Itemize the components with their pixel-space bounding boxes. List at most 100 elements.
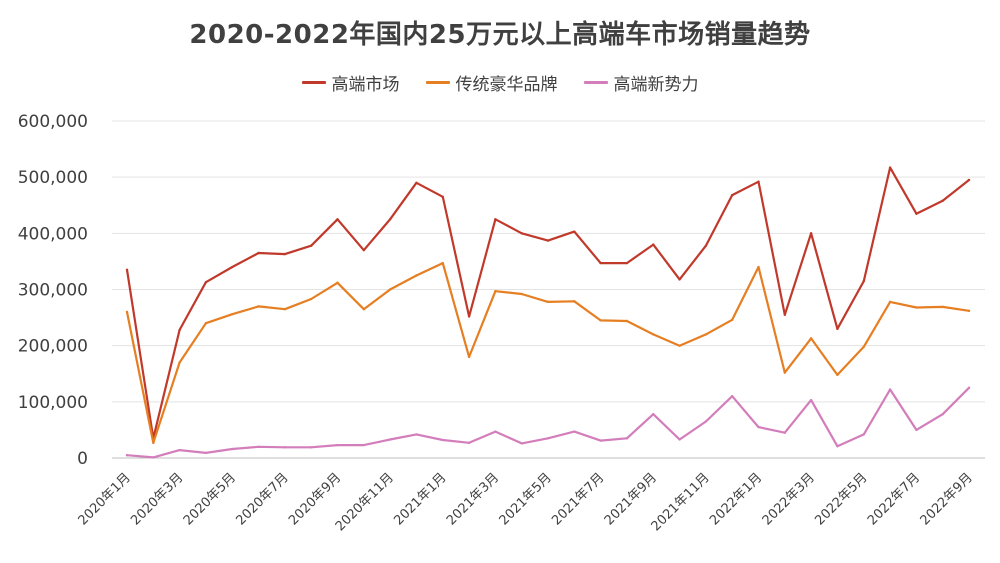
data-point [625,261,629,265]
data-point [704,420,708,423]
data-point [678,278,681,281]
legend-item-traditional-luxury: 传统豪华品牌 [425,70,558,95]
data-point [546,437,550,440]
data-point [283,307,287,311]
data-point [204,280,208,284]
data-point [625,319,629,323]
x-tick-label: 2020年5月 [181,470,239,528]
data-point [652,412,655,416]
data-point [283,252,287,256]
legend: 高端市场 传统豪华品牌 高端新势力 [0,70,1000,95]
data-point [494,289,497,293]
data-point [915,212,918,215]
data-point [388,288,392,291]
data-point [573,300,576,303]
legend-label-traditional-luxury: 传统豪华品牌 [455,75,558,95]
data-point [809,398,813,402]
data-point [494,430,497,433]
data-point [836,445,839,448]
data-point [757,265,760,269]
y-tick-label: 100,000 [18,393,88,413]
legend-swatch-traditional-luxury [425,81,450,84]
data-point [809,232,813,235]
data-point [573,230,576,233]
data-point [257,305,260,308]
data-point [573,430,576,433]
x-tick-label: 2020年1月 [76,470,134,528]
x-tick-label: 2021年3月 [444,470,502,528]
series-new-forces [125,386,971,459]
data-point [178,328,181,332]
data-point [467,441,471,445]
data-point [704,333,708,336]
data-point [862,279,865,283]
data-point [730,318,734,322]
series-line-traditional-luxury [125,262,971,444]
data-point [967,178,971,182]
y-tick-label: 0 [77,449,88,469]
data-point [599,319,602,322]
data-point [888,300,892,304]
x-tick-label: 2022年9月 [918,470,976,528]
series-high-end-market [125,166,971,440]
data-point [257,445,260,448]
data-point [625,437,629,440]
data-point [941,199,944,202]
data-point [546,300,550,304]
data-point [862,345,865,348]
data-point [809,337,813,340]
x-tick-label: 2021年1月 [391,470,449,528]
x-tick-label: 2020年7月 [233,470,291,528]
data-point [388,218,392,221]
x-tick-label: 2022年5月 [812,470,870,528]
legend-item-high-end-market: 高端市场 [301,70,400,95]
data-point [336,281,339,284]
data-point [836,373,839,377]
data-point [362,307,366,311]
data-point [152,456,155,459]
data-point [178,448,181,452]
data-point [362,248,366,252]
x-tick-label: 2021年5月 [497,470,555,528]
data-point [546,239,550,242]
data-point [678,344,681,347]
data-point [415,181,418,184]
data-point [362,443,366,447]
data-point [915,306,918,309]
data-point [783,313,787,316]
data-point [441,438,444,442]
y-tick-label: 600,000 [18,112,88,132]
data-point [494,218,497,221]
data-point [520,442,523,445]
data-point [125,310,129,314]
data-point [888,166,892,169]
data-point [204,451,208,455]
data-point [152,441,155,445]
series-line-new-forces [125,386,971,459]
data-point [599,439,602,442]
x-tick-label: 2022年7月 [865,470,923,528]
data-point [520,232,523,235]
data-point [467,355,471,359]
data-point [652,333,655,336]
y-tick-label: 200,000 [18,337,88,357]
data-point [283,446,287,449]
data-point [415,274,418,277]
x-tick-label: 2021年7月 [549,470,607,528]
data-point [125,268,129,272]
data-point [915,428,918,432]
data-point [441,195,444,199]
data-point [336,218,339,221]
data-point [309,446,313,449]
data-point [336,443,339,447]
x-axis-ticks: 2020年1月2020年3月2020年5月2020年7月2020年9月2020年… [76,470,976,534]
data-point [231,265,234,269]
data-point [678,438,681,441]
data-point [257,251,260,255]
data-point [415,433,418,436]
series-layer [125,166,971,459]
data-point [231,447,234,451]
data-point [836,327,839,331]
data-point [467,315,471,318]
